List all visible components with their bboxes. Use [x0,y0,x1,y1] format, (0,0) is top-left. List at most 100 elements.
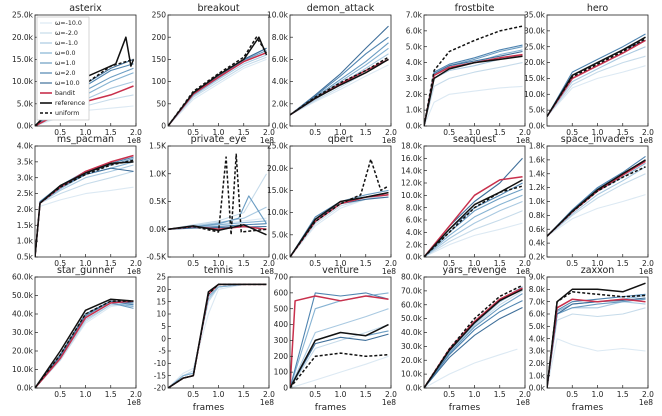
series-group [168,153,267,236]
y-tick-label: 0.0k [406,384,423,393]
y-tick-label: 250 [152,11,167,20]
x-tick-label: 2.0 [385,128,397,137]
subplot-yars_revenge: yars_revenge 0.0k 10.0k 20.0k 30.0k 40.0k 50.0… [401,265,531,413]
y-tick-label: 5.0k [529,106,546,115]
y-tick-label: 6.0k [529,310,546,319]
series-line--10.0 [290,355,389,388]
y-tick-label: 0.8k [529,211,546,220]
series-line-uniform [290,56,389,116]
x-scale-label: 1e8 [639,136,653,145]
y-tick-label: 40.0k [12,310,34,319]
x-tick-label: 1.5 [494,390,506,399]
y-tick-label: 0.5K [149,197,167,206]
x-scale-label: 1e8 [260,398,274,407]
x-tick-label: 1.5 [617,259,629,268]
x-tick-label: 0.5 [309,259,321,268]
x-tick-label: 2.0 [519,390,531,399]
x-tick-label: 1.5 [617,390,629,399]
subplot-title: seaquest [453,134,496,145]
series-line-2.0 [290,292,389,388]
x-tick-label: 1.5 [238,128,250,137]
x-tick-label: 1.0 [469,259,481,268]
y-tick-label: 10.0k [12,365,34,374]
x-tick-label: 0.5 [309,128,321,137]
series-line-10.0 [35,300,134,388]
legend-label: ω=1.0 [55,60,76,67]
y-tick-label: 20.0k [401,356,423,365]
legend-label: ω=-2.0 [55,30,78,37]
series-line-reference [35,161,134,257]
series-group [547,155,646,237]
series-group [290,25,389,116]
series-line--2.0 [547,307,646,388]
x-tick-label: 0.5 [54,390,66,399]
x-tick-label: 1.5 [617,128,629,137]
x-tick-label: 2.0 [385,259,397,268]
series-line-10.0 [35,167,134,257]
series-line-uniform [424,185,523,257]
y-tick-label: 6.0k [406,216,423,225]
subplot-zaxxon: zaxxon 0.0k 1.0k 2.0k 3.0k 4.0k 5.0k 6.0k 7.0k 8.… [529,265,654,413]
series-line--2.0 [424,210,523,257]
y-tick-label: 0.0k [406,122,423,131]
x-tick-label: 0.5 [566,259,578,268]
y-tick-label: 10.0k [401,191,423,200]
subplot-title: ms_pacman [57,134,114,145]
x-tick-label: 2.0 [642,390,654,399]
y-tick-label: 0.0k [529,384,546,393]
subplot-title: yars_revenge [443,265,507,276]
x-axis-label: frames [315,403,347,413]
y-tick-label: 3.0k [529,347,546,356]
series-line-bandit [290,295,389,388]
series-line--10.0 [547,338,646,388]
series-line--10.0 [168,283,267,388]
subplot-title: frostbite [455,3,495,14]
series-line-uniform [547,291,646,388]
series-line--2.0 [290,194,389,257]
y-tick-label: 10.0k [524,90,546,99]
y-tick-label: 0.0k [272,253,289,262]
series-line-reference [168,283,267,388]
series-line-bandit [35,154,134,257]
x-scale-label: 1e8 [639,267,653,276]
x-tick-label: 0.5 [54,259,66,268]
series-line-uniform [168,153,267,236]
series-line--2.0 [168,56,267,126]
y-tick-label: 0.4k [529,239,546,248]
legend-label: ω=-10.0 [55,20,82,27]
x-tick-label: 1.5 [360,390,372,399]
subplot-ms_pacman: ms_pacman 0.5k 1.0k 1.5k 2.0k 2.5k 3.0k 3.5k 4.0… [17,134,142,276]
y-tick-label: 6.0k [272,55,289,64]
x-tick-label: 1.5 [105,259,117,268]
x-tick-label: 0.5 [309,390,321,399]
series-line--10.0 [290,64,389,116]
series-line-2.0 [35,300,134,388]
series-line-uniform [168,283,267,388]
y-tick-label: 300 [274,336,289,345]
y-tick-label: 4.0k [272,77,289,86]
y-tick-label: 1.5k [17,221,34,230]
y-tick-label: 1.0k [529,371,546,380]
subplot-title: demon_attack [307,3,375,14]
series-group [290,292,389,388]
y-tick-label: -5 [159,347,167,356]
series-line--1.0 [168,283,267,388]
y-tick-label: 0.0K [149,225,167,234]
series-line--2.0 [547,55,646,117]
y-tick-label: 2.0k [17,205,34,214]
y-tick-label: 1.4k [529,169,546,178]
subplot-hero: hero 0.0k 5.0k 10.0k 15.0k 20.0k 25.0k 30.0k 35.… [524,3,654,145]
x-tick-label: 1.5 [238,390,250,399]
series-group [168,36,268,126]
series-line-10.0 [168,283,267,388]
y-tick-label: 30.0k [401,342,423,351]
series-line--1.0 [35,164,134,257]
series-line-bandit [168,52,267,126]
subplot-demon_attack: demon_attack 0.0k 2.0k 4.0k 6.0k 8.0k 10.0k 0.5… [267,3,397,145]
y-tick-label: 10 [156,310,166,319]
series-line-1.0 [290,189,389,257]
y-tick-label: 0 [283,384,288,393]
plot-frame [546,14,649,127]
y-tick-label: 18.0k [401,142,423,151]
